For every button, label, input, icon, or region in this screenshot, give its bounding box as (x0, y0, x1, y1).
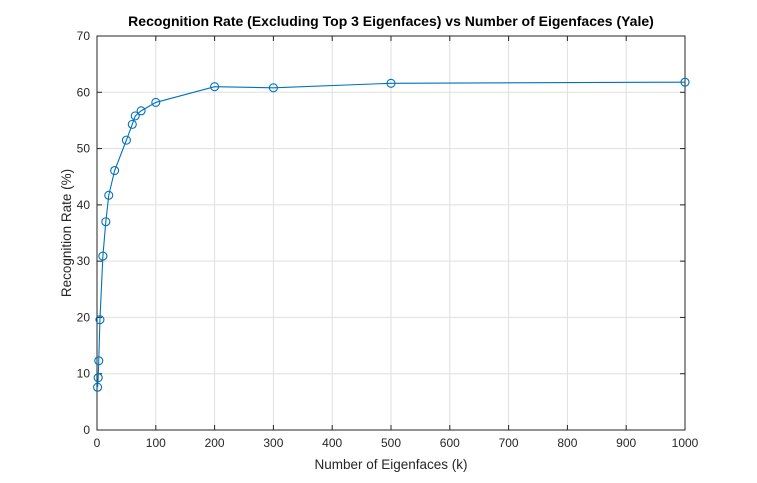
grid-lines (97, 36, 685, 430)
data-point (130, 111, 140, 121)
x-tick-label: 300 (263, 436, 283, 450)
series-line (97, 81, 686, 388)
x-tick-label: 400 (322, 436, 342, 450)
y-tick-label: 10 (77, 367, 91, 381)
chart-title: Recognition Rate (Excluding Top 3 Eigenf… (128, 13, 654, 29)
data-point (121, 135, 131, 145)
x-tick-label: 800 (557, 436, 577, 450)
y-tick-label: 60 (77, 85, 91, 99)
data-point (151, 97, 161, 107)
data-point (93, 382, 103, 392)
x-tick-label: 200 (205, 436, 225, 450)
y-tick-label: 70 (77, 29, 91, 43)
x-tick-label: 500 (381, 436, 401, 450)
y-tick-label: 20 (77, 310, 91, 324)
x-tick-label: 700 (499, 436, 519, 450)
x-tick-label: 900 (616, 436, 636, 450)
data-point (210, 82, 220, 92)
x-tick-label: 1000 (672, 436, 699, 450)
data-point (386, 78, 396, 88)
axes-frame (96, 35, 686, 431)
x-tick-label: 0 (94, 436, 101, 450)
data-point (136, 106, 146, 116)
x-axis-label: Number of Eigenfaces (k) (314, 457, 467, 472)
data-point (680, 77, 690, 87)
y-axis-label: Recognition Rate (%) (59, 169, 74, 297)
series-group (93, 77, 690, 392)
data-point (94, 356, 104, 366)
data-point (95, 315, 105, 325)
data-point (93, 373, 103, 383)
y-tick-label: 40 (77, 198, 91, 212)
data-point (268, 83, 278, 93)
x-tick-label: 600 (440, 436, 460, 450)
data-point (104, 190, 114, 200)
data-point (101, 217, 111, 227)
x-tick-label: 100 (146, 436, 166, 450)
y-tick-label: 0 (83, 423, 90, 437)
data-point (98, 251, 108, 261)
y-tick-label: 30 (77, 254, 91, 268)
y-tick-label: 50 (77, 142, 91, 156)
data-point (110, 165, 120, 176)
data-point (127, 119, 137, 129)
